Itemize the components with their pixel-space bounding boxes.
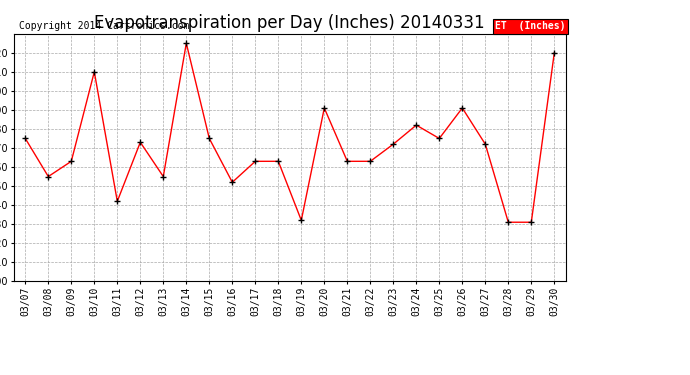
Text: Copyright 2014 Cartronics.com: Copyright 2014 Cartronics.com: [19, 21, 190, 31]
Text: ET  (Inches): ET (Inches): [495, 21, 566, 31]
Title: Evapotranspiration per Day (Inches) 20140331: Evapotranspiration per Day (Inches) 2014…: [95, 14, 485, 32]
